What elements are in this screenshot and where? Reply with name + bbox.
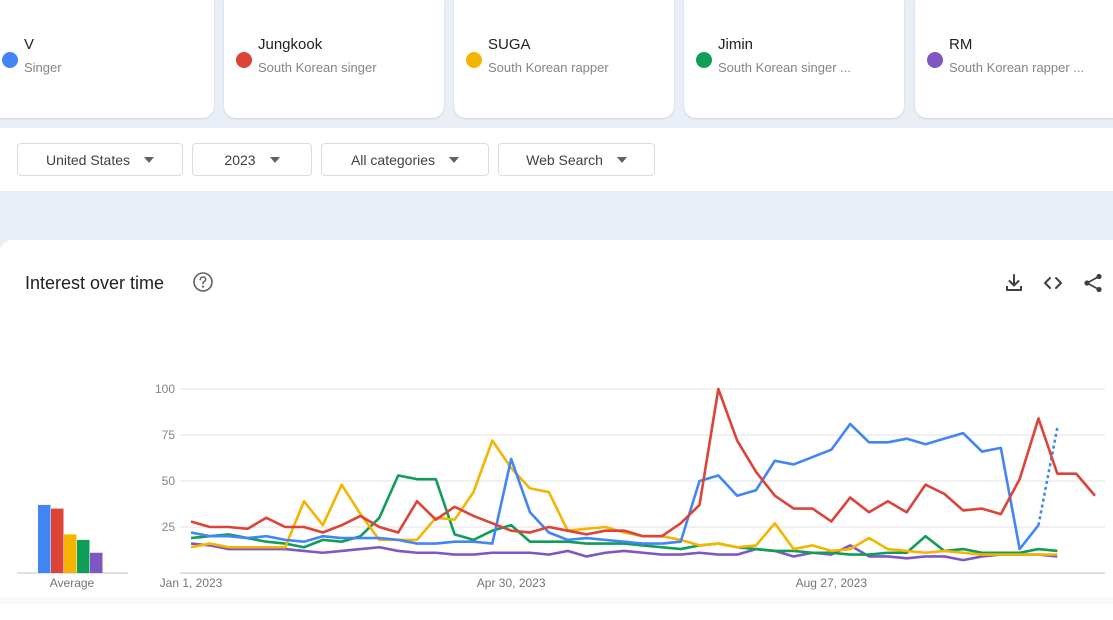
search-property-select[interactable]: Web Search xyxy=(498,143,655,176)
average-bar-v xyxy=(38,504,51,573)
region-select-label: United States xyxy=(45,151,131,168)
series-color-dot xyxy=(696,52,712,68)
series-color-dot xyxy=(236,52,252,68)
caret-down-icon xyxy=(144,156,155,163)
compare-card-jimin[interactable]: Jimin South Korean singer ... xyxy=(684,0,904,118)
series-line-suga xyxy=(190,439,1058,556)
chart-series-lines xyxy=(190,387,1096,562)
term-label: Jungkook xyxy=(258,36,323,53)
term-label: RM xyxy=(949,36,973,53)
compare-card-v[interactable]: V Singer xyxy=(0,0,214,118)
bottom-strip xyxy=(0,597,1113,604)
series-color-dot xyxy=(2,52,18,68)
compare-card-suga[interactable]: SUGA South Korean rapper xyxy=(454,0,674,118)
series-line-v xyxy=(190,422,1040,551)
y-tick-label: 50 xyxy=(162,474,176,488)
x-tick-label: Aug 27, 2023 xyxy=(796,576,868,590)
term-subtitle: Singer xyxy=(24,60,62,75)
download-icon[interactable] xyxy=(1003,272,1025,294)
search-property-label: Web Search xyxy=(526,151,603,168)
series-line-jimin xyxy=(190,474,1058,556)
term-subtitle: South Korean rapper ... xyxy=(949,60,1085,75)
y-axis-ticks: 25 50 75 100 xyxy=(155,382,175,534)
time-range-select[interactable]: 2023 xyxy=(192,143,312,176)
average-bar-suga xyxy=(64,534,77,573)
average-bar-jimin xyxy=(77,539,90,573)
average-bar-chart: Average xyxy=(17,504,128,590)
embed-code-icon[interactable] xyxy=(1042,272,1064,294)
chart-gridlines xyxy=(180,388,1105,574)
interest-over-time-chart: 25 50 75 100 Average Jan 1, 2023 Apr 30, 202… xyxy=(17,382,1105,590)
term-subtitle: South Korean rapper xyxy=(488,60,609,75)
term-label: Jimin xyxy=(718,36,754,53)
category-select[interactable]: All categories xyxy=(321,143,489,176)
y-tick-label: 100 xyxy=(155,382,175,396)
compare-card-jungkook[interactable]: Jungkook South Korean singer xyxy=(224,0,444,118)
series-line-rm xyxy=(190,542,1058,562)
term-subtitle: South Korean singer xyxy=(258,60,377,75)
x-tick-label: Jan 1, 2023 xyxy=(160,576,223,590)
filter-bar: United States 2023 All categories Web Se… xyxy=(0,128,1113,191)
region-select[interactable]: United States xyxy=(17,143,183,176)
average-bar-rm xyxy=(90,552,103,573)
x-axis-ticks: Jan 1, 2023 Apr 30, 2023 Aug 27, 2023 xyxy=(160,576,868,590)
category-label: All categories xyxy=(350,151,436,168)
series-color-dot xyxy=(466,52,482,68)
average-label: Average xyxy=(50,576,95,590)
series-color-dot xyxy=(927,52,943,68)
series-partial-segment xyxy=(1037,427,1059,526)
caret-down-icon xyxy=(616,156,627,163)
caret-down-icon xyxy=(269,156,280,163)
series-line-jungkook xyxy=(190,387,1096,538)
average-bar-jungkook xyxy=(51,508,64,573)
y-tick-label: 75 xyxy=(162,428,176,442)
term-label: V xyxy=(24,36,35,53)
x-tick-label: Apr 30, 2023 xyxy=(477,576,546,590)
time-range-label: 2023 xyxy=(224,151,256,168)
y-tick-label: 25 xyxy=(162,520,176,534)
compare-cards: V Singer Jungkook South Korean singer SU… xyxy=(0,0,1113,120)
term-subtitle: South Korean singer ... xyxy=(718,60,851,75)
panel-title: Interest over time xyxy=(25,273,165,293)
caret-down-icon xyxy=(449,156,460,163)
compare-card-rm[interactable]: RM South Korean rapper ... xyxy=(915,0,1113,118)
term-label: SUGA xyxy=(488,36,531,53)
share-icon[interactable] xyxy=(1082,272,1104,294)
help-circle-icon[interactable] xyxy=(193,272,213,292)
